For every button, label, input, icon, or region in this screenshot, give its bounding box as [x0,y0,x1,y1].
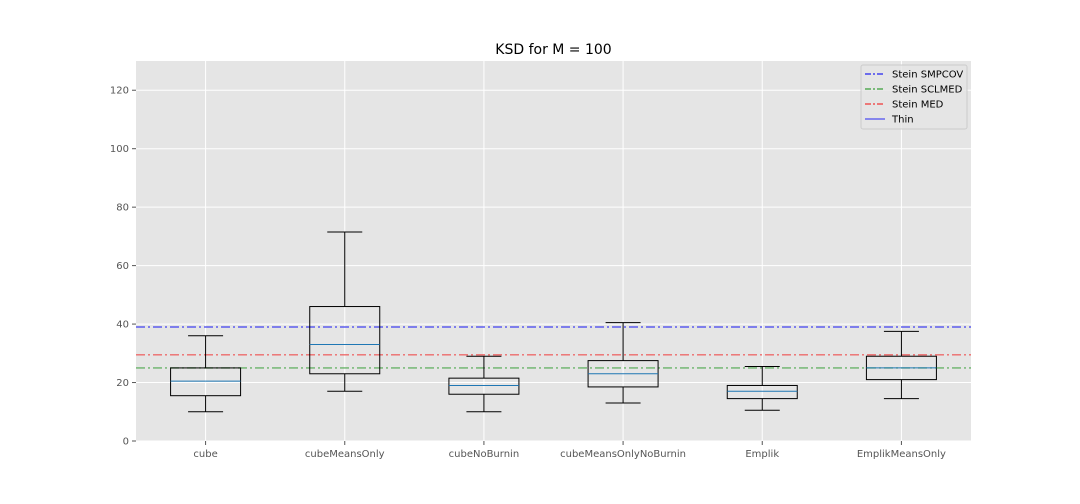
chart-title: KSD for M = 100 [495,42,611,58]
box-body [448,377,520,395]
y-tick-label: 0 [123,437,129,448]
plot-area [136,61,971,441]
box-body [170,367,242,397]
x-tick-label: Emplik [745,449,779,460]
legend-frame [860,64,968,130]
y-tick-label: 20 [116,378,129,389]
y-tick-label: 60 [116,261,129,272]
x-tick-label: cubeMeansOnlyNoBurnin [560,449,686,460]
box-plot [865,330,937,400]
x-tick-label: cubeMeansOnly [305,449,385,460]
y-tick-label: 120 [110,86,129,97]
box-plot [587,322,659,404]
box-body [309,306,381,375]
legend-label: Stein SCLMED [892,85,963,96]
x-tick-label: cubeNoBurnin [449,449,520,460]
box-plot [448,355,520,413]
x-tick-label: EmplikMeansOnly [857,449,946,460]
axes: 0 20 40 60 80 100 120 cube cubeMeansOnly cubeNoBu… [110,86,946,460]
legend-label: Stein MED [892,100,944,111]
legend: Stein SMPCOV Stein SCLMED Stein MED Thin [860,64,968,130]
legend-label: Stein SMPCOV [892,70,963,81]
reference-lines [136,326,971,369]
boxes [170,231,937,413]
y-tick-label: 100 [110,144,129,155]
y-tick-label: 80 [116,203,129,214]
box-body [726,384,798,400]
x-tick-label: cube [193,449,217,460]
box-plot [170,335,242,413]
legend-label: Thin [891,115,914,126]
grid [136,61,971,442]
box-plot [309,231,381,392]
box-plot [726,365,798,411]
y-tick-label: 40 [116,320,129,331]
